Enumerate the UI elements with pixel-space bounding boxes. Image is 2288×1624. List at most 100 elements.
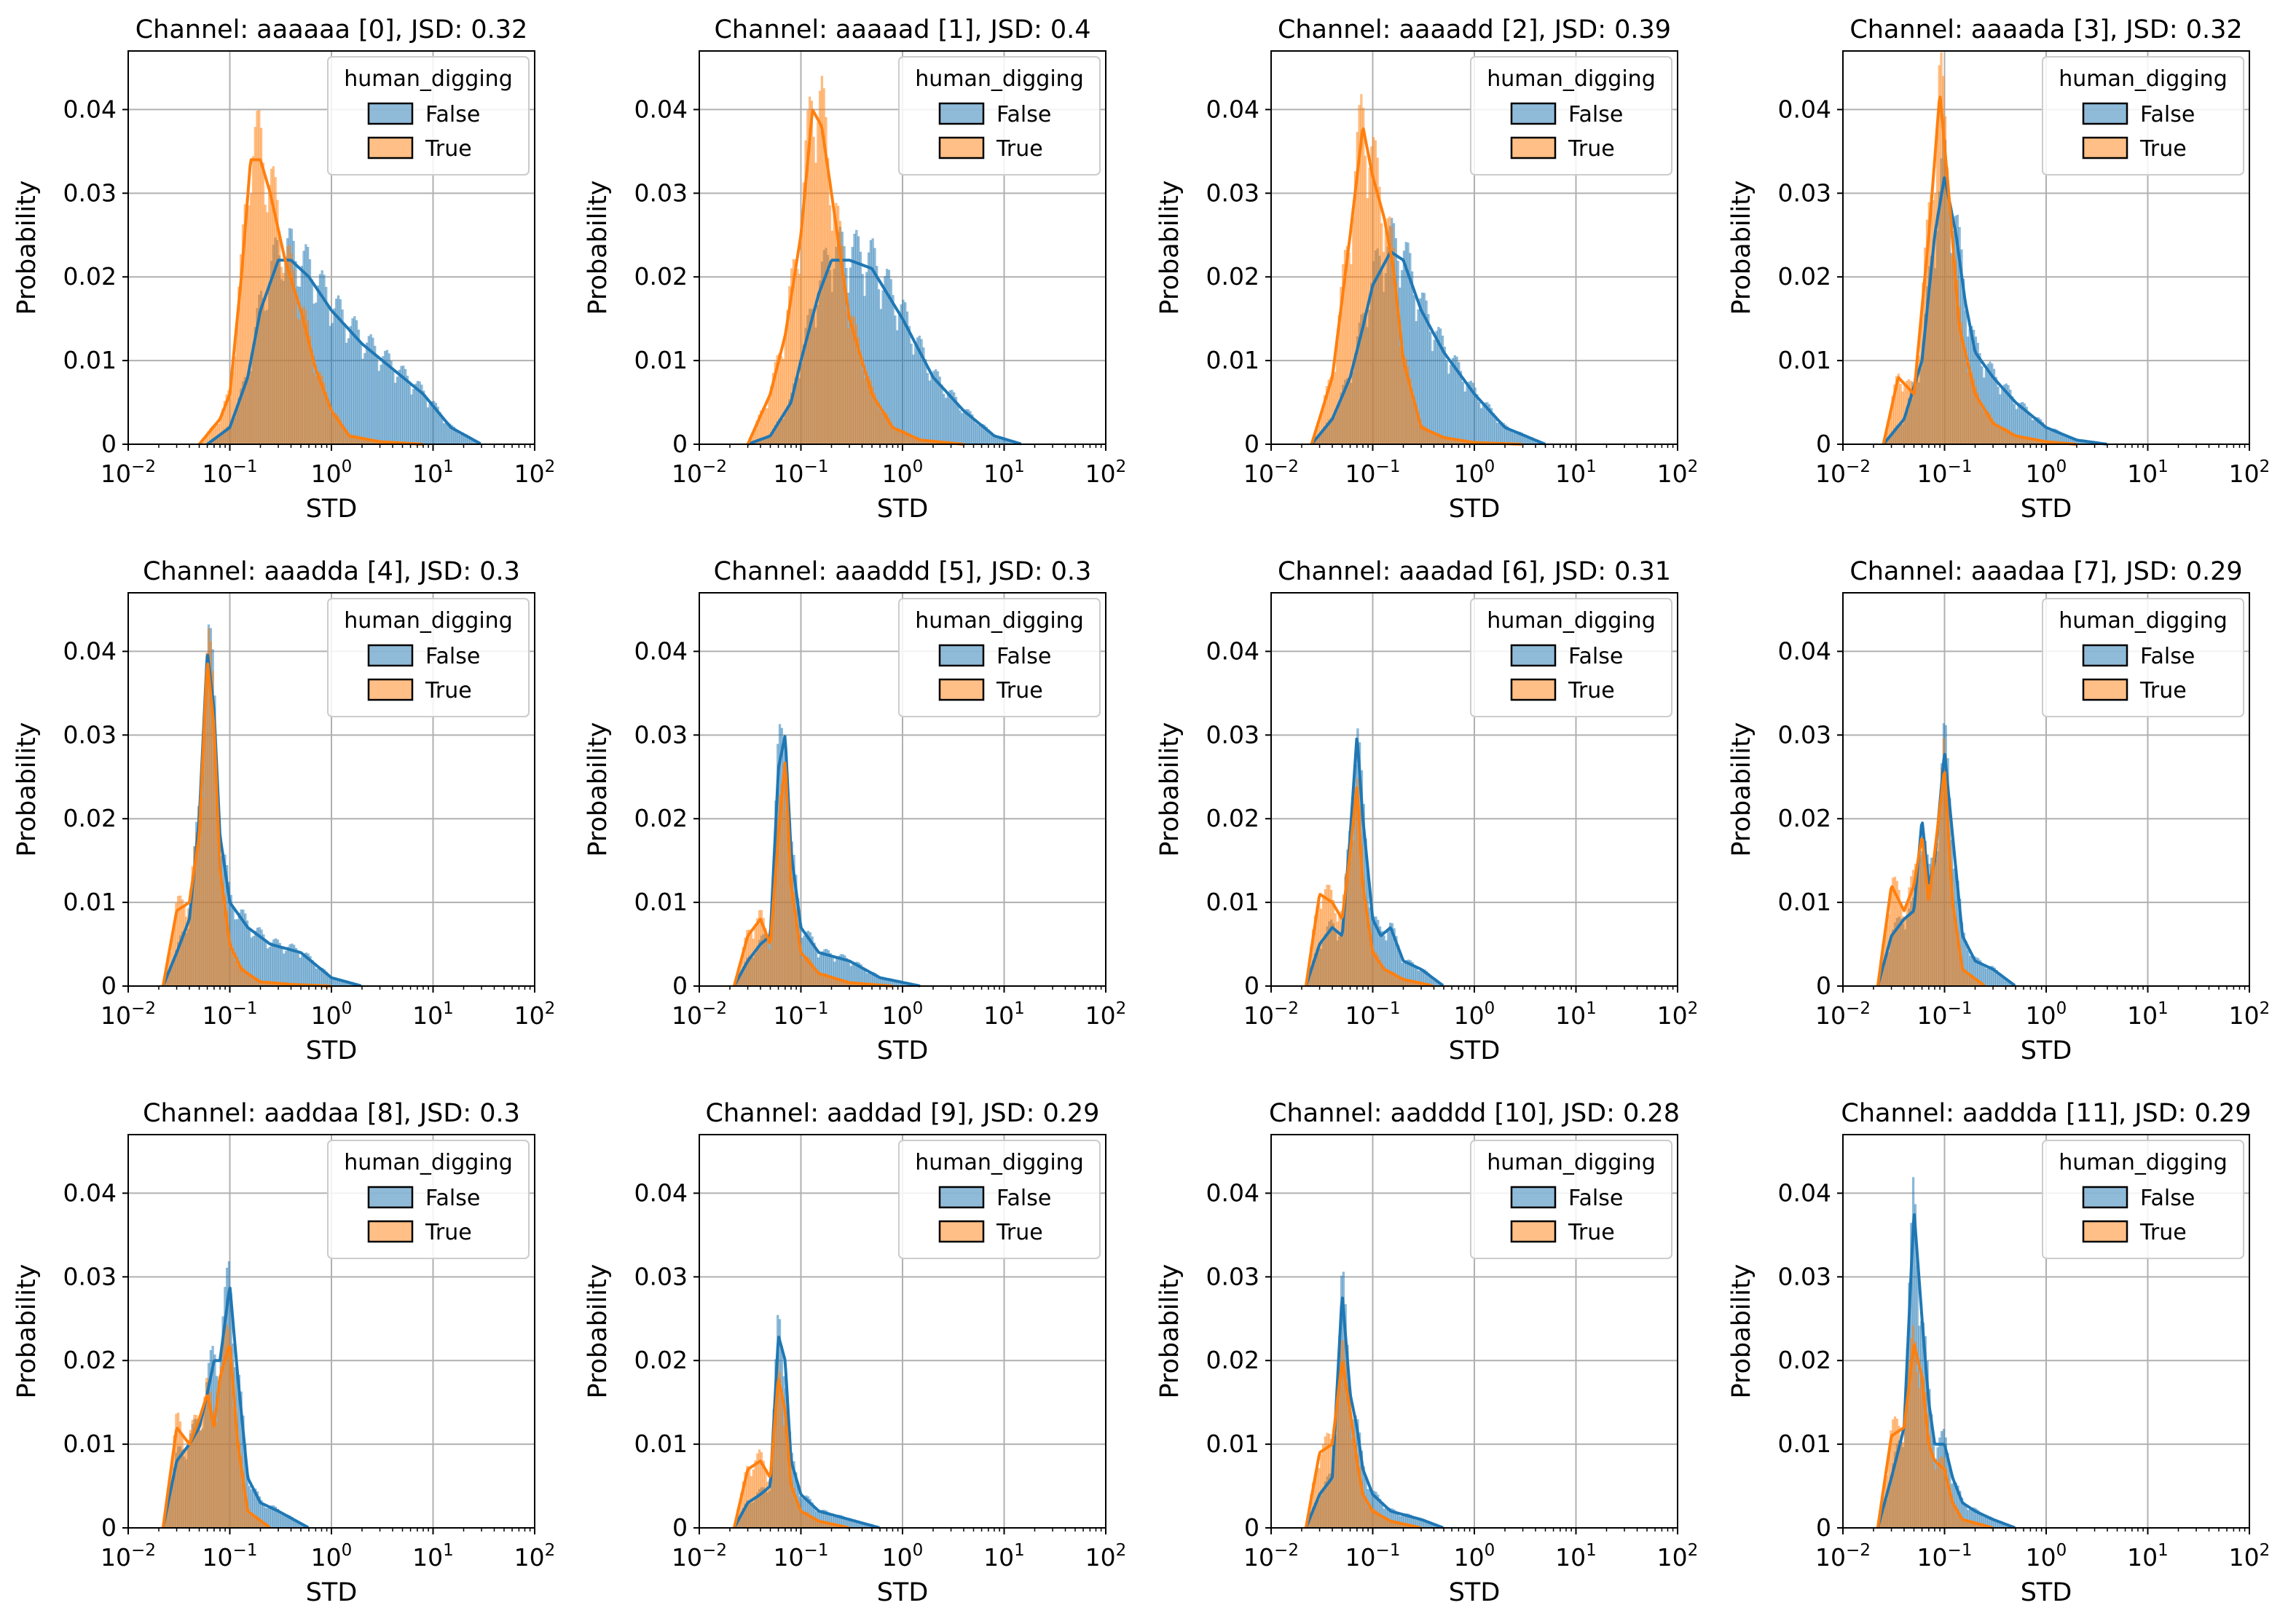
hist-bar: [833, 979, 836, 987]
hist-bar: [796, 269, 799, 445]
hist-bar: [1916, 1371, 1919, 1529]
hist-bar: [764, 1470, 767, 1529]
x-tick-label: 100: [1454, 999, 1495, 1030]
hist-bar: [784, 336, 787, 445]
hist-bar: [1938, 1458, 1941, 1529]
x-tick-label: 100: [2026, 1541, 2067, 1572]
hist-bar: [794, 259, 797, 445]
y-tick-label: 0.03: [1778, 720, 1831, 749]
hist-bar: [283, 1515, 286, 1529]
hist-bar: [377, 371, 381, 445]
legend: human_digging False True: [1470, 56, 1672, 176]
x-tick-label: 10−1: [774, 1541, 829, 1572]
hist-bar: [1476, 394, 1479, 445]
y-tick-label: 0.02: [1778, 262, 1831, 291]
hist-bar: [1468, 382, 1471, 445]
hist-bar: [1510, 431, 1514, 445]
hist-bar: [876, 401, 878, 445]
hist-bar: [1348, 252, 1351, 445]
hist-bar: [879, 412, 882, 445]
x-tick-label: 10−2: [101, 1541, 156, 1572]
legend-swatch-true: [938, 136, 985, 159]
legend-label-false: False: [1568, 102, 1623, 127]
hist-bar: [845, 310, 848, 445]
hist-bar: [276, 200, 279, 445]
legend-title: human_digging: [915, 608, 1084, 634]
legend-title: human_digging: [2059, 66, 2228, 92]
hist-bar: [908, 326, 911, 445]
hist-bar: [975, 423, 978, 445]
hist-bar: [1498, 422, 1501, 445]
hist-bar: [1952, 918, 1956, 987]
x-tick-label: 100: [311, 999, 353, 1030]
legend-label-true: True: [425, 1220, 472, 1245]
legend-swatch-true: [2082, 1220, 2128, 1243]
hist-bar: [351, 318, 354, 445]
kde-line-false: [1876, 1213, 2016, 1529]
hist-bar: [782, 358, 785, 445]
hist-bar: [299, 957, 302, 987]
y-tick-label: 0: [101, 971, 117, 1000]
hist-bar: [178, 1421, 182, 1529]
hist-bar: [406, 375, 409, 445]
hist-bar: [203, 732, 206, 987]
hist-bar: [1350, 850, 1353, 987]
subplot-title: Channel: aaaaaa [0], JSD: 0.32: [135, 15, 528, 44]
legend: human_digging False True: [898, 1140, 1101, 1259]
hist-bar: [889, 279, 892, 445]
hist-bar: [1900, 1436, 1903, 1529]
hist-bar: [215, 425, 218, 445]
hist-bar: [1999, 428, 2002, 445]
hist-bar: [217, 867, 221, 987]
x-tick-label: 102: [1085, 457, 1127, 488]
hist-bar: [1378, 186, 1381, 445]
y-tick-label: 0.03: [1778, 1262, 1831, 1290]
hist-bar: [268, 1506, 271, 1529]
hist-bar: [1918, 866, 1921, 987]
hist-bar: [1994, 424, 1998, 445]
legend-swatch-false: [367, 644, 414, 667]
x-tick-label: 100: [882, 457, 924, 488]
hist-bar: [946, 393, 950, 445]
y-tick-label: 0.04: [1778, 1178, 1831, 1207]
hist-bar: [250, 977, 253, 987]
hist-bar: [895, 330, 899, 445]
legend: human_digging False True: [1470, 1140, 1672, 1259]
hist-bar: [219, 417, 222, 445]
y-tick-label: 0.02: [63, 804, 117, 832]
hist-bar: [1477, 401, 1481, 445]
hist-bar: [382, 356, 385, 445]
hist-bar: [1382, 251, 1385, 445]
x-tick-label: 102: [514, 457, 556, 488]
legend-swatch-false: [2082, 102, 2128, 125]
hist-bar: [782, 786, 785, 987]
hist-bar: [1445, 360, 1448, 445]
hist-bar: [426, 407, 429, 445]
hist-bar: [1380, 223, 1383, 445]
x-tick-label: 100: [311, 1541, 353, 1572]
hist-bar: [248, 205, 251, 445]
hist-bar: [457, 432, 460, 445]
hist-bar: [264, 205, 267, 445]
subplot-2: 0 0.01 0.02 0.03 0.04 10−2 10−1 100 101 102 Channe…: [1155, 15, 1698, 524]
legend-label-true: True: [996, 678, 1043, 703]
hist-bar: [1962, 342, 1965, 445]
hist-bar: [280, 947, 283, 987]
hist-bar: [266, 948, 270, 987]
hist-bar: [752, 938, 755, 987]
hist-bar: [1449, 364, 1452, 445]
x-tick-label: 10−1: [1345, 457, 1401, 488]
x-tick-label: 102: [1657, 1541, 1699, 1572]
hist-bar: [798, 1512, 802, 1529]
hist-true: [1311, 94, 1523, 445]
hist-bar: [422, 390, 425, 445]
legend-label-false: False: [1568, 644, 1623, 669]
hist-bar: [756, 918, 759, 987]
x-tick-label: 102: [514, 1541, 556, 1572]
legend-label-true: True: [2139, 136, 2187, 162]
legend-label-false: False: [425, 1186, 480, 1211]
hist-bar: [810, 100, 814, 445]
x-tick-label: 10−1: [1345, 999, 1401, 1030]
x-axis-label: STD: [877, 494, 929, 524]
hist-bar: [201, 1418, 204, 1529]
